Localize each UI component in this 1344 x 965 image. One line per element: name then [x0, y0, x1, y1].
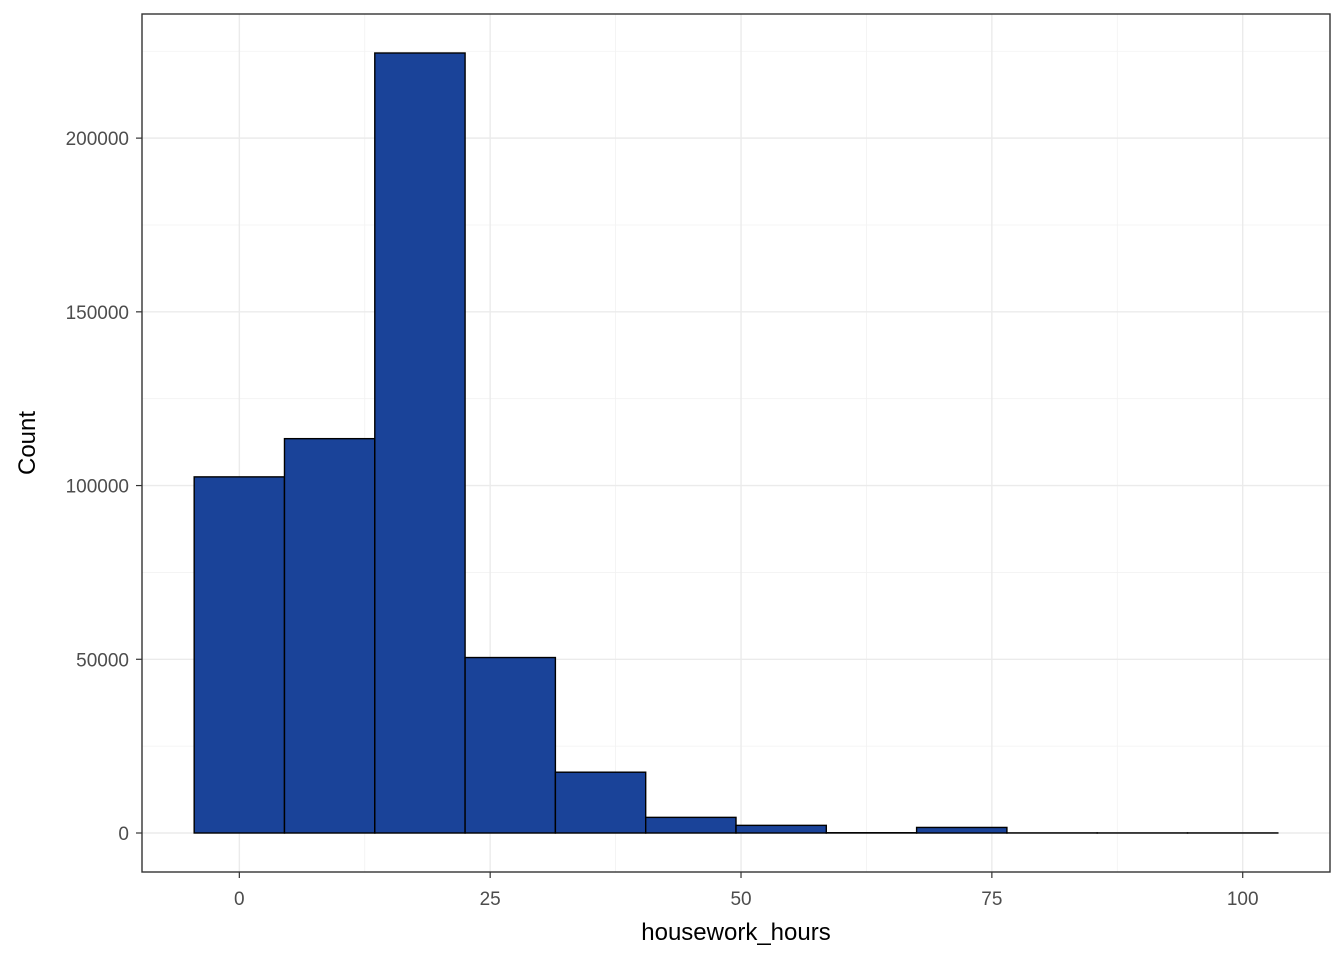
x-tick-label-3: 75	[981, 889, 1002, 910]
histogram-bar-1	[284, 439, 374, 833]
histogram-bar-2	[375, 53, 465, 833]
y-tick-label-0: 0	[118, 824, 129, 845]
x-tick-label-0: 0	[234, 889, 245, 910]
x-axis-title: housework_hours	[641, 919, 830, 946]
histogram-bar-6	[736, 825, 826, 833]
bars-layer	[194, 53, 1278, 833]
histogram-bar-0	[194, 477, 284, 833]
x-tick-label-2: 50	[730, 889, 751, 910]
histogram-bar-3	[465, 658, 555, 833]
histogram-bar-5	[646, 817, 736, 833]
histogram-bar-8	[917, 827, 1007, 833]
y-tick-label-4: 200000	[66, 129, 129, 150]
y-tick-label-1: 50000	[76, 650, 129, 671]
y-tick-label-3: 150000	[66, 303, 129, 324]
y-tick-label-2: 100000	[66, 477, 129, 498]
histogram-bar-4	[555, 772, 645, 833]
y-axis-title: Count	[14, 411, 41, 475]
x-tick-label-4: 100	[1227, 889, 1259, 910]
x-tick-label-1: 25	[480, 889, 501, 910]
